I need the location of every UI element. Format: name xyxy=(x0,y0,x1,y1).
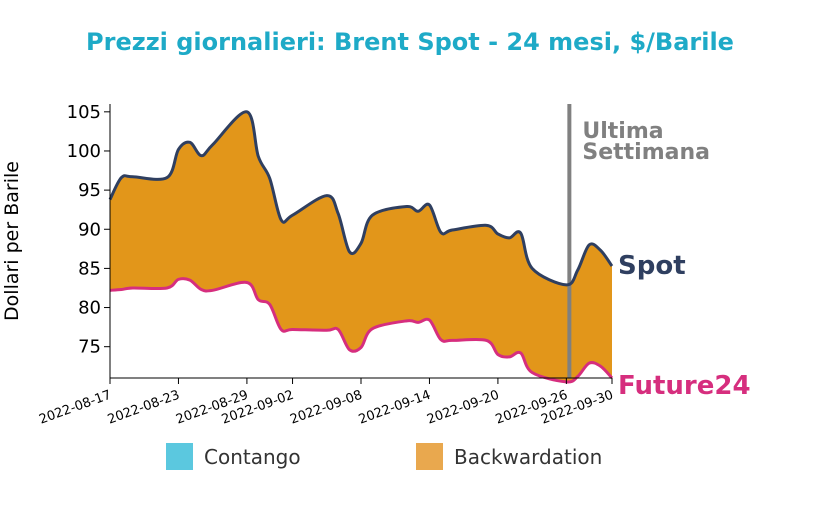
future24-end-label: Future24 xyxy=(618,371,751,401)
x-tick-label: 2022-09-08 xyxy=(288,388,364,428)
x-tick-label: 2022-09-20 xyxy=(425,388,501,428)
y-tick-label: 100 xyxy=(67,141,101,162)
y-tick-label: 85 xyxy=(78,258,101,279)
last-week-label-2: Settimana xyxy=(582,140,710,165)
y-tick-label: 95 xyxy=(78,180,101,201)
y-tick-label: 105 xyxy=(67,102,101,123)
x-tick-label: 2022-08-17 xyxy=(37,388,113,428)
legend-label-contango: Contango xyxy=(204,445,301,469)
future24-line xyxy=(109,277,614,384)
spot-end-label: Spot xyxy=(618,251,686,281)
legend: Contango Backwardation xyxy=(166,443,602,470)
y-tick-label: 80 xyxy=(78,298,101,319)
chart-title: Prezzi giornalieri: Brent Spot - 24 mesi… xyxy=(86,28,734,56)
legend-swatch-backwardation xyxy=(416,443,443,470)
last-week-label-1: Ultima xyxy=(582,119,663,144)
y-axis-label: Dollari per Barile xyxy=(1,161,23,321)
legend-swatch-contango xyxy=(166,443,193,470)
spot-line xyxy=(108,110,614,287)
spread-area xyxy=(110,111,612,383)
x-tick-label: 2022-09-14 xyxy=(357,388,433,428)
y-tick-label: 90 xyxy=(78,219,101,240)
x-tick-label: 2022-08-23 xyxy=(106,388,182,428)
legend-label-backwardation: Backwardation xyxy=(454,445,602,469)
y-tick-label: 75 xyxy=(78,337,101,358)
